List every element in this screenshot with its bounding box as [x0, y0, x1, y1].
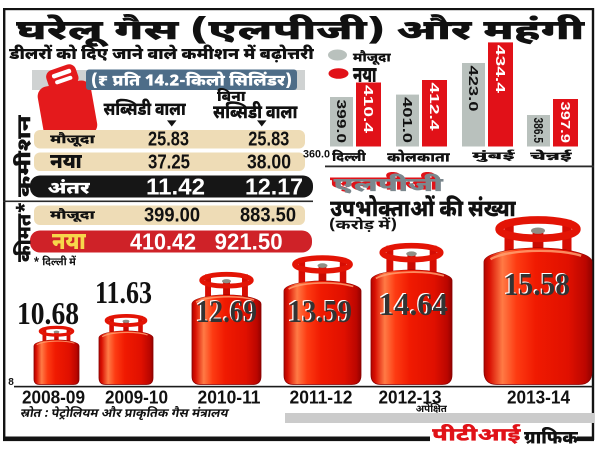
svg-text:921.50: 921.50	[215, 229, 283, 255]
svg-text:12.69: 12.69	[195, 293, 256, 328]
svg-text:2013-14: 2013-14	[507, 388, 570, 408]
svg-text:8: 8	[8, 377, 14, 388]
svg-text:11.42: 11.42	[146, 174, 205, 200]
svg-text:423.0: 423.0	[466, 66, 481, 112]
svg-text:25.83: 25.83	[248, 128, 289, 150]
svg-text:2008-09: 2008-09	[22, 388, 85, 408]
svg-text:883.50: 883.50	[240, 205, 296, 227]
svg-text:2009-10: 2009-10	[105, 388, 168, 408]
svg-text:386.5: 386.5	[531, 118, 546, 144]
svg-text:11.63: 11.63	[95, 275, 152, 310]
svg-text:2010-11: 2010-11	[198, 388, 261, 408]
svg-text:401.0: 401.0	[400, 97, 415, 143]
svg-text:397.9: 397.9	[558, 102, 573, 144]
svg-text:410.42: 410.42	[130, 229, 196, 255]
svg-text:2012-13: 2012-13	[379, 388, 442, 408]
svg-text:2011-12: 2011-12	[290, 388, 353, 408]
svg-text:13.59: 13.59	[288, 294, 352, 329]
svg-text:13.59: 13.59	[287, 293, 351, 328]
svg-text:12.17: 12.17	[245, 174, 303, 200]
svg-text:399.00: 399.00	[144, 205, 200, 227]
svg-text:14.64: 14.64	[379, 287, 448, 322]
svg-text:360.0: 360.0	[303, 149, 330, 161]
svg-text:399.0: 399.0	[334, 100, 349, 144]
svg-text:37.25: 37.25	[148, 151, 190, 173]
svg-text:38.00: 38.00	[247, 151, 291, 173]
svg-text:10.68: 10.68	[17, 296, 79, 331]
svg-text:14.64: 14.64	[378, 286, 447, 321]
svg-text:25.83: 25.83	[148, 128, 189, 150]
svg-text:12.69: 12.69	[196, 294, 257, 329]
svg-text:410.4: 410.4	[361, 85, 376, 134]
svg-text:434.4: 434.4	[493, 45, 508, 94]
svg-text:15.58: 15.58	[504, 267, 570, 302]
svg-text:412.4: 412.4	[427, 83, 442, 132]
svg-text:15.58: 15.58	[503, 266, 569, 301]
